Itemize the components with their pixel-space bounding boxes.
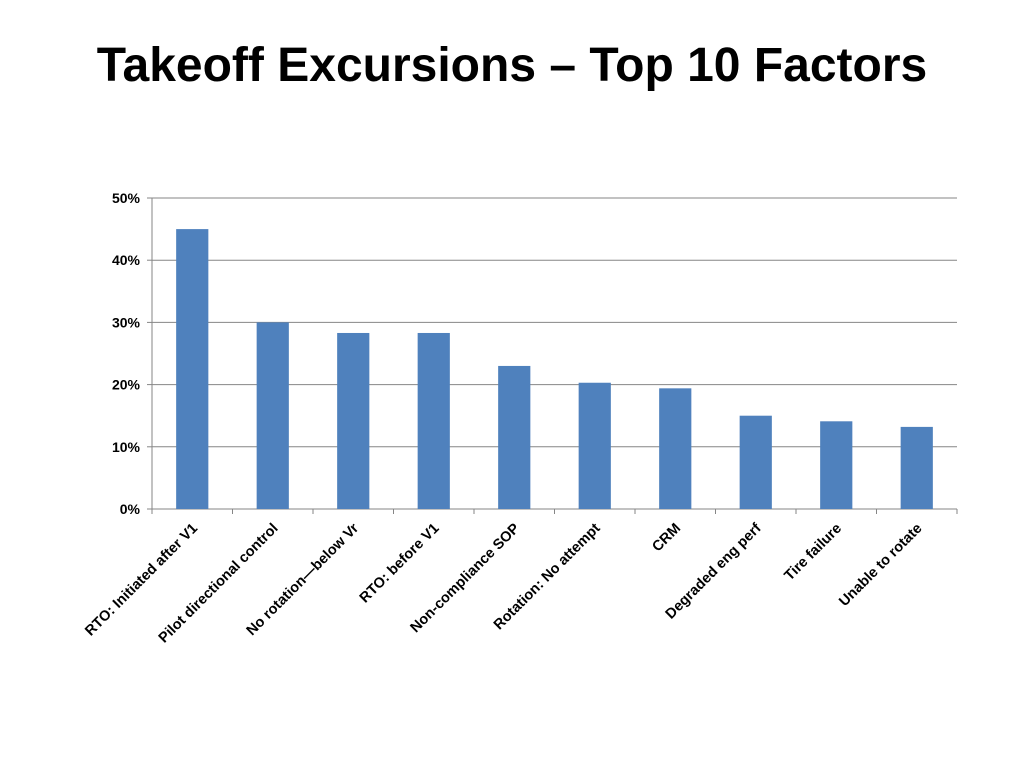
x-category-label: Tire failure [782, 521, 846, 585]
bar [578, 382, 611, 509]
y-tick-label: 40% [112, 252, 141, 268]
y-tick-label: 10% [112, 439, 141, 455]
bar [337, 332, 370, 509]
x-category-label: RTO: before V1 [357, 521, 443, 607]
y-tick-label: 20% [112, 377, 141, 393]
bar [659, 388, 692, 509]
y-tick-label: 50% [112, 190, 141, 206]
bar [417, 332, 450, 509]
y-tick-label: 30% [112, 314, 141, 330]
x-category-label: Unable to rotate [836, 521, 925, 610]
bar [176, 229, 209, 509]
bar [739, 415, 772, 509]
bar [256, 322, 289, 509]
bar [820, 421, 853, 509]
bar [900, 426, 933, 509]
slide-title: Takeoff Excursions – Top 10 Factors [96, 39, 928, 92]
y-tick-label: 0% [120, 501, 141, 517]
bar [498, 365, 531, 509]
x-category-label: CRM [649, 521, 684, 556]
